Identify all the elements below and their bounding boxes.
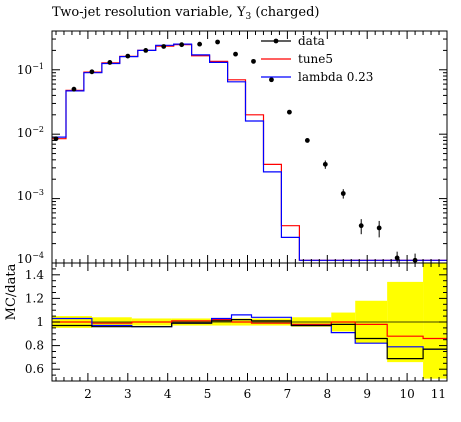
data-point <box>215 39 220 45</box>
ratio-y-tick-label: 0.8 <box>25 339 44 353</box>
y-tick-label-1e-2: 10−2 <box>17 125 44 140</box>
x-tick-label: 7 <box>284 387 292 401</box>
data-point <box>143 47 149 53</box>
x-tick-label: 6 <box>244 387 252 401</box>
y-tick-label-1e-3: 10−3 <box>17 188 44 203</box>
legend-data-marker <box>273 38 279 44</box>
chart-title: Two-jet resolution variable, Y3 (charged… <box>52 5 320 22</box>
top-series-group <box>52 39 447 263</box>
x-tick-label: 5 <box>204 387 212 401</box>
ratio-frame <box>51 262 448 382</box>
legend-data-label: data <box>298 34 325 48</box>
series-step-1 <box>52 44 447 261</box>
ratio-series-group <box>52 314 447 360</box>
x-tick-label: 8 <box>323 387 331 401</box>
data-point <box>286 109 292 115</box>
data-point <box>376 225 382 231</box>
uncertainty-band-bin <box>423 263 447 379</box>
x-tick-label: 11 <box>431 387 446 401</box>
ratio-series-0 <box>52 319 447 340</box>
legend: data tune5 lambda 0.23 <box>261 34 373 84</box>
ratio-y-tick-labels: 0.6 0.8 1 1.2 1.4 <box>25 268 44 376</box>
ratio-series-2 <box>52 319 447 360</box>
data-point <box>125 53 131 59</box>
top-frame <box>51 30 448 264</box>
ratio-y-axis-label: MC/data <box>4 263 19 320</box>
data-point <box>269 77 274 83</box>
x-tick-label: 2 <box>84 387 92 401</box>
data-point <box>71 86 77 92</box>
data-point <box>161 44 167 49</box>
y-tick-label-1e-1: 10−1 <box>17 62 44 77</box>
data-point <box>358 223 364 229</box>
x-tick-label: 4 <box>164 387 172 401</box>
legend-lambda-label: lambda 0.23 <box>298 70 373 84</box>
data-point <box>233 51 238 57</box>
x-tick-labels: 2 3 4 5 6 7 8 9 10 11 <box>84 387 446 401</box>
data-point <box>179 42 185 48</box>
data-point <box>340 191 346 196</box>
x-tick-label: 9 <box>363 387 371 401</box>
data-point <box>89 69 95 75</box>
x-tick-label: 3 <box>124 387 132 401</box>
x-tick-label: 10 <box>399 387 414 401</box>
y-tick-label-1e-4: 10−4 <box>17 251 44 266</box>
ratio-band-group <box>52 263 447 379</box>
ratio-y-tick-label: 1.2 <box>25 291 44 305</box>
series-step-2 <box>52 43 447 261</box>
top-y-ticks <box>52 30 448 264</box>
data-point <box>322 161 328 167</box>
data-point <box>251 58 256 64</box>
data-point <box>394 255 400 261</box>
data-point <box>107 60 113 65</box>
ratio-y-tick-label: 0.6 <box>25 362 44 376</box>
data-point <box>304 138 310 143</box>
ratio-y-tick-label: 1.4 <box>25 268 44 282</box>
ratio-y-tick-label: 1 <box>36 315 44 329</box>
data-point <box>197 41 203 47</box>
legend-tune5-label: tune5 <box>298 52 333 66</box>
